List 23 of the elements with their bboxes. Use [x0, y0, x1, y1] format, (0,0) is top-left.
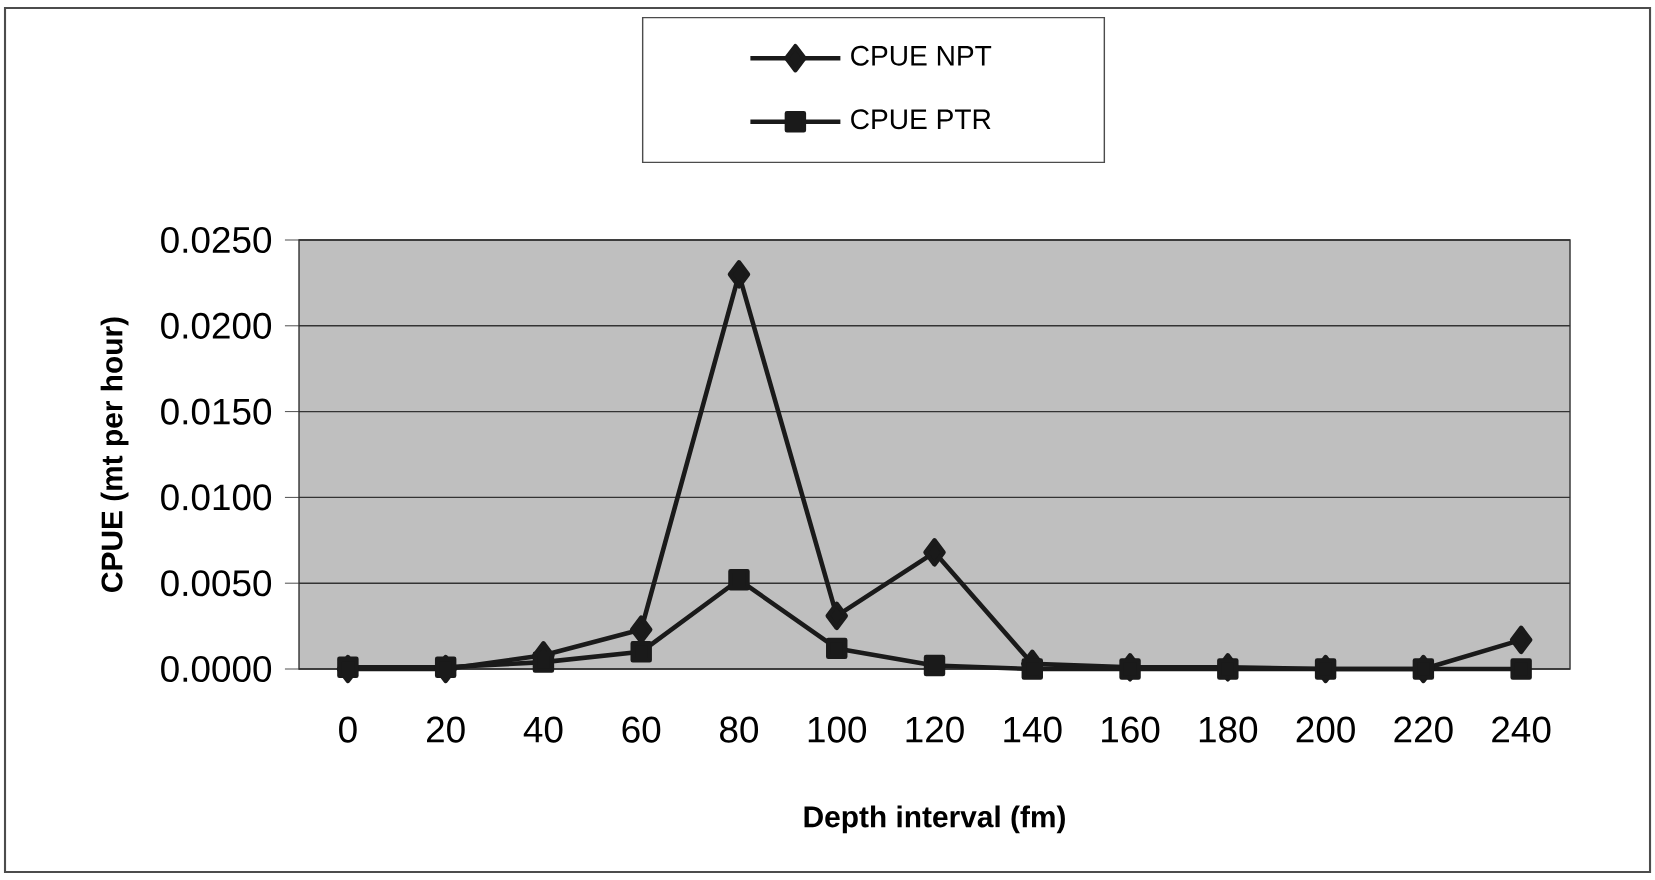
y-tick-label: 0.0200 — [161, 312, 272, 339]
x-axis-title: Depth interval (fm) — [804, 805, 1065, 834]
y-tick-label: 0.0050 — [161, 570, 272, 597]
x-tick-label: 200 — [1296, 716, 1355, 743]
y-tick-label: 0.0100 — [161, 484, 272, 511]
legend-label: CPUE PTR — [851, 109, 991, 130]
x-tick-label: 220 — [1394, 716, 1453, 743]
y-axis-title: CPUE (mt per hour) — [100, 317, 129, 592]
x-tick-label: 240 — [1492, 716, 1551, 743]
legend-label: CPUE NPT — [851, 45, 992, 66]
x-tick-label: 0 — [339, 716, 357, 743]
x-tick-label: 140 — [1004, 716, 1062, 743]
y-tick-label: 0.0000 — [161, 655, 272, 683]
x-tick-label: 180 — [1199, 716, 1258, 743]
x-tick-label: 60 — [622, 716, 661, 743]
x-tick-label: 80 — [720, 716, 759, 743]
x-tick-label: 40 — [523, 716, 563, 743]
y-tick-label: 0.0150 — [161, 398, 272, 425]
x-tick-label: 100 — [808, 716, 867, 743]
x-tick-label: 120 — [906, 716, 964, 743]
x-tick-label: 160 — [1102, 716, 1160, 743]
x-tick-label: 20 — [427, 716, 465, 743]
y-tick-label: 0.0250 — [161, 226, 272, 254]
